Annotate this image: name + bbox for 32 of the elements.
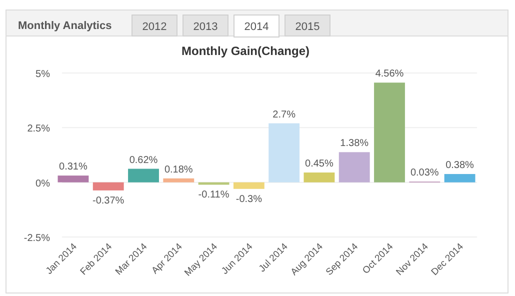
bar [92, 182, 124, 190]
data-label: 2.7% [272, 109, 296, 120]
bar [338, 152, 370, 182]
bar [444, 174, 476, 182]
data-label: 4.56% [375, 68, 404, 80]
bar [374, 82, 405, 182]
data-label: 0.31% [59, 162, 88, 173]
text: 2013 [193, 21, 218, 33]
data-label: 0.45% [305, 158, 334, 170]
y-tick-label: 5% [36, 69, 50, 80]
text: 2015 [295, 21, 320, 33]
bar [233, 182, 264, 189]
data-label: 0.18% [164, 164, 193, 176]
bar [58, 176, 89, 182]
data-label: 0.03% [410, 168, 439, 179]
bar [304, 172, 335, 182]
text: Monthly Analytics [18, 20, 112, 32]
bar [163, 178, 194, 182]
chart-title: Monthly Gain(Change) [182, 44, 310, 58]
bar [128, 168, 159, 182]
data-label: -0.11% [198, 190, 230, 201]
data-label: 0.38% [446, 160, 474, 172]
text: 2012 [142, 21, 167, 33]
y-tick-label: -2.5% [24, 233, 50, 244]
data-label: -0.3% [236, 194, 262, 205]
data-label: 1.38% [340, 138, 369, 150]
text: 2014 [244, 21, 269, 33]
data-label: -0.37% [92, 195, 124, 206]
data-label: 0.62% [129, 154, 158, 166]
y-tick-label: 2.5% [27, 124, 50, 135]
y-tick-label: 0% [36, 178, 50, 190]
bar [268, 123, 300, 182]
